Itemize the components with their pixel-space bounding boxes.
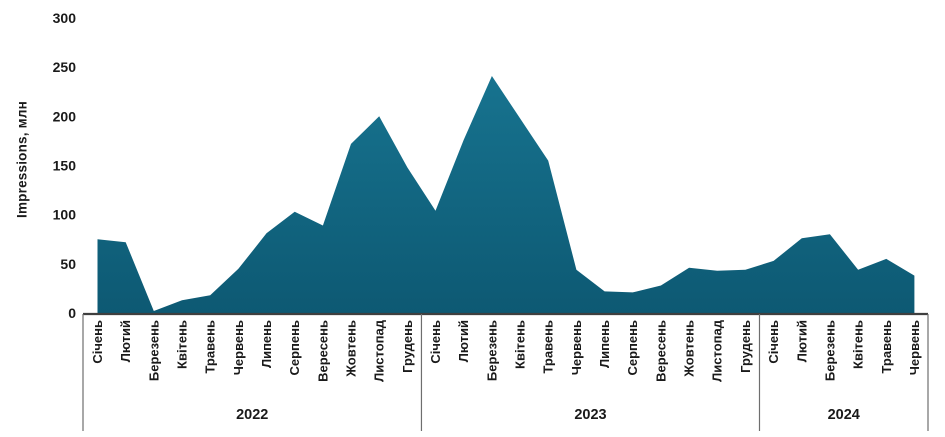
y-tick-label: 200 [53,108,77,124]
x-tick-label: Червень [231,320,246,375]
x-tick-label: Липень [597,320,612,368]
x-tick-label: Жовтень [344,320,359,378]
x-tick-label: Листопад [710,319,725,382]
year-label: 2023 [574,407,606,423]
year-label: 2024 [828,407,860,423]
y-tick-label: 250 [53,59,77,75]
year-label: 2022 [236,407,268,423]
x-tick-label: Березень [822,320,837,381]
x-tick-label: Травень [541,320,556,374]
y-tick-label: 150 [53,158,77,174]
y-tick-label: 100 [53,207,77,223]
x-tick-label: Березень [146,320,161,381]
x-tick-label: Лютий [118,320,133,362]
x-tick-label: Січень [90,320,105,364]
x-tick-label: Грудень [400,320,415,373]
x-tick-label: Лютий [456,320,471,362]
x-tick-label: Березень [484,320,499,381]
x-tick-label: Вересень [653,320,668,382]
x-tick-label: Листопад [372,319,387,382]
x-tick-label: Січень [428,320,443,364]
x-tick-label: Січень [766,320,781,364]
area-series [97,76,915,313]
x-tick-label: Липень [259,320,274,368]
x-tick-label: Жовтень [682,320,697,378]
x-tick-label: Серпень [287,320,302,376]
y-tick-label: 0 [68,305,76,321]
x-tick-label: Червень [569,320,584,375]
x-tick-label: Вересень [315,320,330,382]
x-tick-label: Травень [203,320,218,374]
x-tick-label: Лютий [794,320,809,362]
y-tick-label: 50 [60,256,76,272]
x-tick-label: Квітень [851,320,866,369]
x-tick-label: Грудень [738,320,753,373]
x-tick-label: Серпень [625,320,640,376]
x-tick-label: Червень [907,320,922,375]
x-tick-label: Квітень [513,320,528,369]
x-tick-label: Квітень [175,320,190,369]
y-tick-label: 300 [53,10,77,26]
x-tick-label: Травень [879,320,894,374]
